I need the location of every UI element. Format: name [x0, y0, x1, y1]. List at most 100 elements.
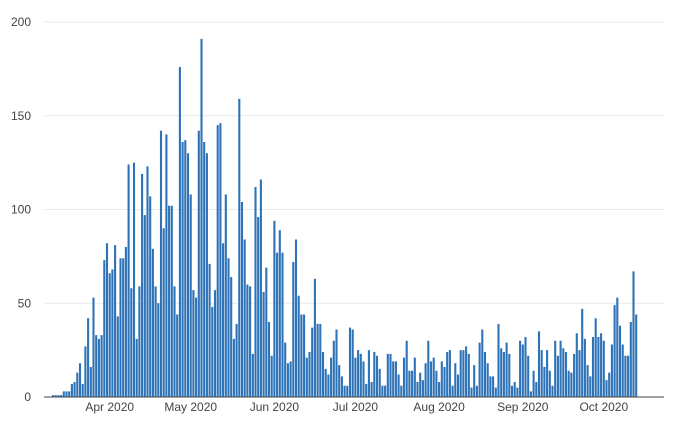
bar	[421, 380, 424, 398]
bar	[316, 323, 319, 398]
bar	[243, 239, 246, 397]
bar	[362, 361, 365, 398]
y-tick-label: 0	[24, 390, 31, 404]
bar	[92, 297, 95, 398]
bar	[408, 370, 411, 397]
bar	[54, 395, 57, 398]
bar	[238, 98, 241, 398]
bar	[311, 327, 314, 398]
bar	[308, 352, 311, 397]
bar	[95, 335, 98, 398]
bar	[105, 243, 109, 397]
bar	[543, 367, 546, 397]
bar	[313, 278, 316, 398]
bar	[516, 387, 519, 398]
bar	[375, 355, 379, 397]
bar	[249, 286, 252, 398]
bar	[548, 370, 551, 397]
y-tick-label: 200	[11, 15, 31, 29]
bar	[100, 335, 103, 398]
y-tick-label: 150	[11, 109, 31, 123]
bar	[103, 260, 106, 398]
bar	[87, 318, 90, 397]
bar	[600, 333, 603, 397]
bar	[597, 337, 600, 397]
bar	[251, 353, 254, 398]
bar	[351, 329, 354, 397]
bar	[483, 352, 487, 397]
bar	[227, 258, 230, 397]
bar	[513, 382, 516, 397]
bar	[211, 307, 214, 397]
bar	[200, 38, 203, 398]
bar	[108, 273, 111, 397]
bar	[173, 286, 176, 398]
bar	[232, 338, 235, 398]
bar	[184, 140, 187, 398]
bar	[416, 382, 419, 397]
bar	[267, 322, 271, 397]
bar	[138, 286, 141, 398]
bar	[78, 363, 82, 397]
bar	[289, 361, 292, 398]
bar	[222, 243, 225, 397]
bar	[132, 162, 136, 398]
bar	[359, 353, 362, 398]
x-tick-label: Aug 2020	[413, 400, 465, 414]
bar	[502, 352, 505, 397]
bar	[556, 355, 559, 397]
bar	[419, 372, 422, 398]
bar	[259, 179, 262, 397]
bar	[524, 337, 527, 397]
bar	[208, 263, 211, 398]
bar	[265, 267, 268, 398]
x-tick-label: Jul 2020	[333, 400, 379, 414]
bar	[578, 350, 581, 398]
bar	[141, 173, 144, 398]
bar	[270, 355, 273, 397]
bar	[319, 323, 322, 398]
bar	[586, 365, 589, 398]
bar	[551, 385, 554, 397]
bar	[489, 376, 492, 398]
bar	[632, 271, 635, 398]
bar	[235, 323, 238, 398]
bar	[386, 353, 389, 398]
bar	[89, 367, 92, 397]
bar	[470, 387, 473, 398]
bar	[402, 357, 406, 398]
bar	[203, 142, 206, 397]
x-axis-ticks: Apr 2020 May 2020 Jun 2020 Jul 2020 Aug 2020…	[85, 400, 628, 414]
bar	[281, 252, 284, 398]
bar	[616, 297, 619, 398]
bar	[335, 329, 338, 397]
y-tick-label: 50	[18, 296, 32, 310]
bar	[162, 228, 165, 397]
bar	[394, 361, 397, 398]
bar	[51, 395, 55, 398]
bar	[570, 372, 573, 398]
bar	[373, 352, 376, 397]
bar	[357, 350, 360, 398]
bar	[540, 350, 543, 398]
y-tick-label: 100	[11, 203, 31, 217]
bar	[497, 323, 500, 398]
bar	[618, 325, 622, 397]
bar	[473, 365, 476, 398]
bar	[286, 363, 289, 397]
bar	[321, 352, 325, 397]
bar	[605, 380, 608, 398]
bar	[527, 355, 530, 397]
y-axis-ticks: 0 50 100 150 200	[11, 15, 31, 404]
bar	[438, 382, 441, 397]
bar	[378, 368, 381, 398]
bar	[613, 305, 616, 398]
bar	[440, 361, 443, 398]
bar	[205, 153, 208, 397]
bar	[68, 391, 71, 398]
bar	[332, 340, 335, 397]
bar	[481, 329, 484, 397]
bar	[338, 365, 341, 398]
bar	[435, 370, 438, 397]
bar	[197, 130, 200, 397]
